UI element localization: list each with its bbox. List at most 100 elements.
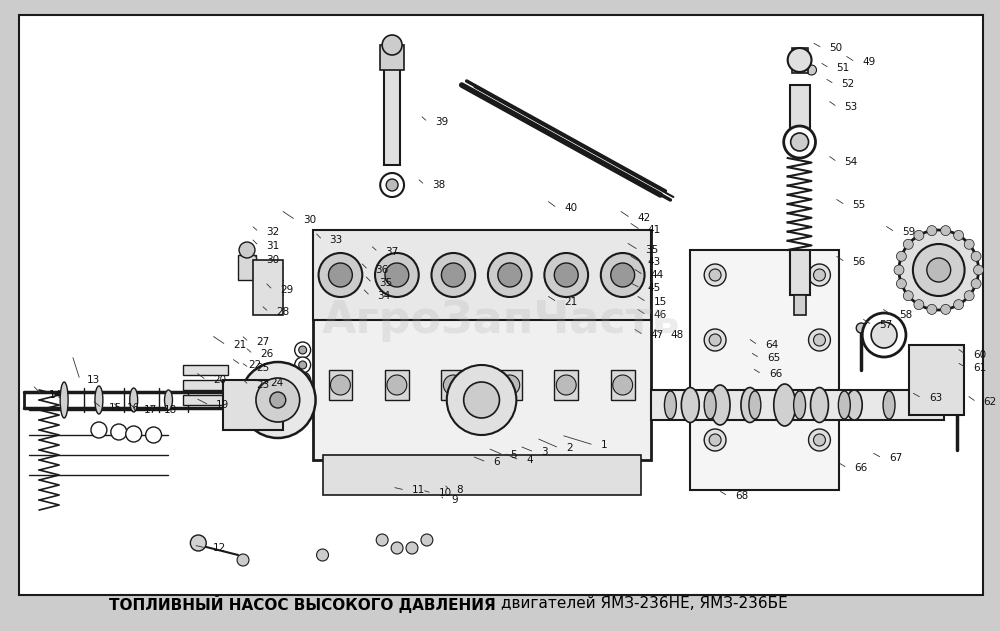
Ellipse shape (749, 391, 761, 419)
Circle shape (91, 422, 107, 438)
Circle shape (455, 473, 469, 487)
Circle shape (494, 473, 508, 487)
Text: 9: 9 (452, 495, 458, 505)
Text: 3: 3 (541, 447, 548, 457)
Circle shape (704, 329, 726, 351)
Text: 36: 36 (375, 265, 388, 275)
Ellipse shape (60, 382, 68, 418)
Circle shape (447, 365, 516, 435)
Bar (380, 45, 404, 70)
Circle shape (871, 322, 897, 348)
Bar (238, 255, 256, 280)
Text: 66: 66 (854, 463, 868, 473)
Bar (313, 230, 651, 320)
Circle shape (899, 230, 978, 310)
Circle shape (809, 429, 830, 451)
Text: 24: 24 (270, 378, 283, 388)
Circle shape (317, 549, 329, 561)
Text: 31: 31 (266, 241, 279, 251)
Circle shape (964, 291, 974, 301)
Bar (321, 320, 334, 328)
Text: 20: 20 (213, 375, 226, 385)
Circle shape (814, 434, 825, 446)
Circle shape (111, 424, 127, 440)
Circle shape (709, 269, 721, 281)
Text: 37: 37 (385, 247, 398, 257)
Text: 63: 63 (929, 393, 942, 403)
Ellipse shape (838, 391, 850, 419)
Circle shape (259, 384, 271, 396)
Bar (792, 48, 808, 73)
Text: 1: 1 (601, 440, 607, 450)
Circle shape (239, 242, 255, 258)
Circle shape (295, 342, 311, 358)
Circle shape (903, 239, 913, 249)
Circle shape (382, 35, 402, 55)
Circle shape (862, 313, 906, 357)
Circle shape (259, 404, 271, 416)
Circle shape (240, 362, 316, 438)
Text: 35: 35 (379, 278, 392, 288)
Circle shape (927, 226, 937, 235)
Circle shape (299, 346, 307, 354)
Text: 8: 8 (457, 485, 463, 495)
Bar (498, 370, 522, 400)
Text: 22: 22 (248, 360, 261, 370)
Bar (323, 455, 641, 495)
Circle shape (299, 376, 307, 384)
Circle shape (475, 473, 489, 487)
Text: 65: 65 (767, 353, 780, 363)
Text: 2: 2 (566, 443, 573, 453)
Circle shape (881, 398, 901, 418)
Circle shape (237, 404, 249, 416)
Bar (183, 365, 228, 375)
Ellipse shape (774, 384, 796, 426)
Bar (313, 230, 651, 460)
Text: 48: 48 (670, 330, 684, 340)
Text: 34: 34 (377, 291, 390, 301)
Ellipse shape (366, 280, 378, 300)
Circle shape (856, 323, 866, 333)
Ellipse shape (811, 387, 828, 423)
Circle shape (381, 292, 393, 304)
Circle shape (788, 48, 812, 72)
Ellipse shape (846, 390, 862, 420)
Circle shape (391, 542, 403, 554)
Text: 68: 68 (735, 491, 748, 501)
Circle shape (814, 334, 825, 346)
Circle shape (330, 375, 350, 395)
Circle shape (376, 534, 388, 546)
Text: 17: 17 (144, 405, 157, 415)
Circle shape (971, 251, 981, 261)
Circle shape (913, 244, 965, 296)
Ellipse shape (710, 385, 730, 425)
Text: 10: 10 (439, 488, 452, 498)
Circle shape (922, 351, 950, 379)
Text: 51: 51 (836, 63, 850, 73)
Text: 49: 49 (862, 57, 875, 67)
Text: 30: 30 (266, 255, 279, 265)
Text: АгроЗапЧасть: АгроЗапЧасть (322, 298, 681, 341)
Circle shape (709, 334, 721, 346)
Circle shape (295, 357, 311, 373)
Circle shape (498, 263, 522, 287)
Text: 30: 30 (303, 215, 316, 225)
Text: 26: 26 (260, 349, 273, 359)
Text: 50: 50 (829, 43, 843, 53)
Text: 64: 64 (765, 340, 778, 350)
Text: 38: 38 (432, 180, 445, 190)
Text: 16: 16 (127, 403, 140, 413)
Circle shape (237, 554, 249, 566)
Text: 21: 21 (564, 297, 577, 307)
Circle shape (974, 265, 983, 275)
Circle shape (295, 372, 311, 388)
Circle shape (613, 375, 633, 395)
Ellipse shape (794, 391, 806, 419)
Circle shape (386, 179, 398, 191)
Text: 35: 35 (646, 245, 659, 255)
Circle shape (544, 253, 588, 297)
Bar (183, 380, 228, 390)
Circle shape (971, 279, 981, 288)
Circle shape (791, 133, 809, 151)
Text: 13: 13 (87, 375, 100, 385)
